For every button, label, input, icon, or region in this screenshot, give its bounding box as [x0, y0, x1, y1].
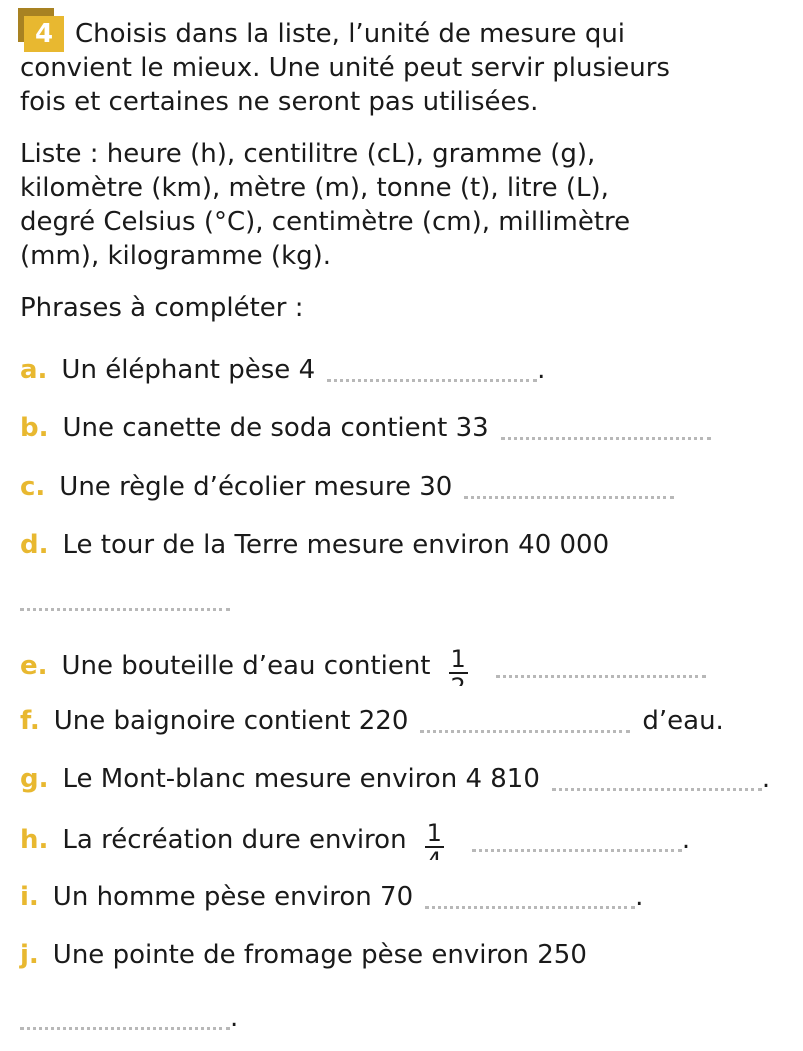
item-after: . — [761, 764, 771, 794]
item-text: Le Mont-blanc mesure environ 4 810 — [62, 764, 540, 794]
item-after: . — [681, 825, 691, 855]
item-letter: g. — [20, 764, 49, 794]
instruction-line: Choisis dans la liste, l’unité de mesure… — [75, 19, 626, 49]
instruction-line: convient le mieux. Une unité peut servir… — [20, 53, 670, 83]
item-letter: c. — [20, 472, 46, 502]
answer-blank — [471, 829, 682, 852]
answer-blank — [327, 359, 538, 382]
fraction: 14 — [424, 820, 444, 860]
fraction-denominator: 4 — [427, 848, 442, 860]
item-row: h. La récréation dure environ 14. — [20, 820, 690, 860]
list-line: (mm), kilogramme (kg). — [20, 241, 332, 271]
exercise-number: 4 — [24, 16, 64, 52]
list-line: kilomètre (km), mètre (m), tonne (t), li… — [20, 173, 609, 203]
fraction-numerator: 1 — [448, 646, 468, 674]
item-letter: j. — [20, 940, 39, 970]
answer-blank — [20, 588, 230, 611]
item-text: Une pointe de fromage pèse environ 250 — [52, 940, 587, 970]
item-row: e. Une bouteille d’eau contient 12 — [20, 646, 706, 686]
instruction-line: fois et certaines ne seront pas utilisée… — [20, 87, 539, 117]
fraction-numerator: 1 — [424, 820, 444, 848]
item-row: f. Une baignoire contient 220 d’eau. — [20, 704, 724, 738]
item-letter: e. — [20, 651, 48, 681]
item-letter: b. — [20, 413, 49, 443]
item-letter: i. — [20, 882, 39, 912]
item-row: j. Une pointe de fromage pèse environ 250 — [20, 938, 587, 972]
item-text: Une baignoire contient 220 — [53, 706, 409, 736]
item-text: Une règle d’écolier mesure 30 — [59, 472, 453, 502]
item-after: . — [230, 1003, 239, 1033]
item-row: g. Le Mont-blanc mesure environ 4 810. — [20, 762, 770, 796]
answer-blank — [420, 710, 631, 733]
item-text: La récréation dure environ — [62, 825, 407, 855]
item-row: c. Une règle d’écolier mesure 30 — [20, 470, 675, 504]
item-text: Une bouteille d’eau contient — [61, 651, 431, 681]
answer-blank — [425, 886, 636, 909]
answer-blank — [551, 768, 762, 791]
list-line: Liste : heure (h), centilitre (cL), gram… — [20, 139, 596, 169]
item-text: Le tour de la Terre mesure environ 40 00… — [62, 530, 610, 560]
item-letter: f. — [20, 706, 40, 736]
item-letter: h. — [20, 825, 49, 855]
item-text: Une canette de soda contient 33 — [62, 413, 489, 443]
item-row: a. Un éléphant pèse 4. — [20, 353, 545, 387]
list-line: degré Celsius (°C), centimètre (cm), mil… — [20, 207, 631, 237]
item-after: . — [537, 355, 546, 385]
item-text: Un éléphant pèse 4 — [61, 355, 316, 385]
item-row: d. Le tour de la Terre mesure environ 40 … — [20, 528, 609, 562]
answer-blank — [20, 1007, 230, 1030]
item-row: b. Une canette de soda contient 33 — [20, 411, 711, 445]
item-letter: d. — [20, 530, 49, 560]
answer-blank — [464, 476, 675, 499]
item-letter: a. — [20, 355, 48, 385]
item-after: . — [635, 882, 644, 912]
prompt: Phrases à compléter : — [20, 293, 304, 323]
item-row-continued — [20, 588, 230, 611]
answer-blank — [500, 417, 711, 440]
answer-blank — [495, 655, 706, 678]
item-after: d’eau. — [642, 706, 724, 736]
item-text: Un homme pèse environ 70 — [52, 882, 414, 912]
fraction-denominator: 2 — [451, 674, 466, 686]
item-row: i. Un homme pèse environ 70. — [20, 880, 643, 914]
item-row-continued: . — [20, 1001, 238, 1035]
fraction: 12 — [448, 646, 468, 686]
